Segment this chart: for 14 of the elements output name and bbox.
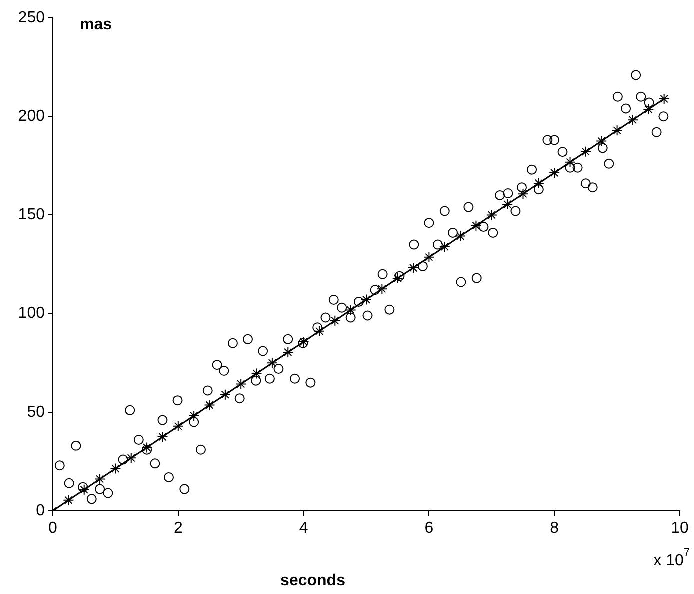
- y-tick-label: 0: [36, 502, 46, 520]
- y-tick-label: 50: [27, 404, 46, 421]
- x-axis-title: seconds: [280, 572, 346, 590]
- y-axis-title: mas: [80, 16, 112, 34]
- y-tick-label: 150: [18, 206, 46, 224]
- x-tick-label: 6: [424, 520, 434, 538]
- x-tick-label: 8: [550, 520, 560, 538]
- x-tick-label: 4: [299, 520, 308, 538]
- x-tick-label: 2: [174, 520, 183, 538]
- y-tick-label: 200: [18, 108, 46, 126]
- x-tick-label: 10: [671, 520, 689, 538]
- x-tick-label: 0: [48, 520, 58, 538]
- y-tick-label: 250: [18, 9, 46, 26]
- y-tick-label: 100: [18, 305, 46, 322]
